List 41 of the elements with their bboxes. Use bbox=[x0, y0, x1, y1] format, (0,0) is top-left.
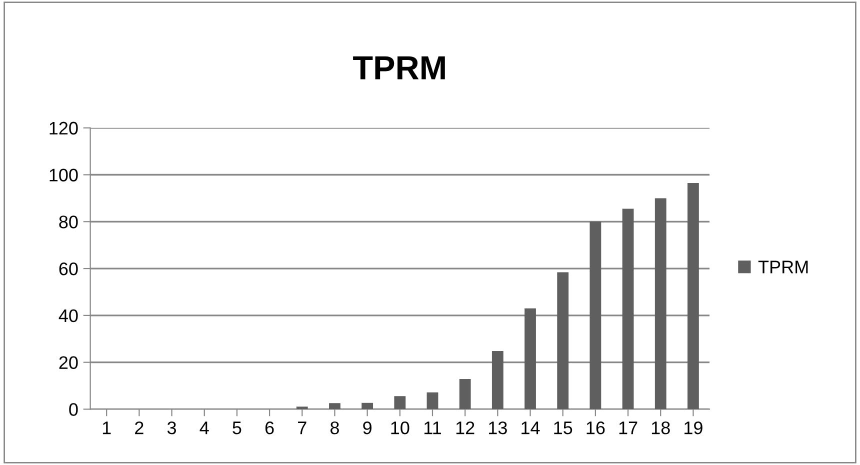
bar bbox=[688, 182, 699, 410]
x-tick-label: 17 bbox=[619, 422, 638, 434]
bar bbox=[557, 272, 569, 410]
legend-label: TPRM bbox=[758, 260, 808, 274]
x-tick-label: 7 bbox=[298, 422, 306, 434]
x-tick-label: 3 bbox=[167, 421, 176, 434]
x-tick-label: 8 bbox=[330, 421, 339, 434]
y-tick-label: 120 bbox=[50, 122, 78, 135]
y-tick-label: 100 bbox=[50, 168, 78, 182]
x-tick-label: 5 bbox=[232, 422, 242, 434]
bar bbox=[590, 222, 602, 410]
x-tick-label: 13 bbox=[489, 421, 507, 434]
x-tick-label: 2 bbox=[135, 421, 144, 434]
bar bbox=[524, 308, 536, 410]
x-tick-label: 9 bbox=[363, 421, 372, 434]
bar bbox=[329, 403, 340, 410]
bar bbox=[654, 198, 666, 410]
x-tick-label: 15 bbox=[554, 422, 572, 434]
x-tick-label: 12 bbox=[456, 421, 474, 434]
bar bbox=[426, 392, 438, 410]
y-tick-label: 40 bbox=[58, 309, 78, 322]
x-tick-label: 1 bbox=[102, 422, 111, 434]
x-tick-label: 11 bbox=[424, 422, 441, 434]
x-tick-label: 18 bbox=[652, 421, 670, 434]
bar bbox=[362, 402, 374, 410]
bar bbox=[622, 208, 634, 410]
bar bbox=[459, 378, 471, 410]
chart-title: TPRM bbox=[353, 56, 445, 80]
bar bbox=[296, 406, 308, 410]
x-tick-label: 4 bbox=[200, 422, 209, 434]
y-tick-label: 60 bbox=[59, 262, 78, 276]
y-tick-label: 80 bbox=[59, 216, 78, 228]
y-tick-label: 0 bbox=[69, 403, 78, 416]
x-tick-label: 14 bbox=[522, 422, 540, 434]
bar bbox=[492, 351, 504, 410]
x-tick-label: 6 bbox=[265, 421, 274, 434]
y-tick-label: 20 bbox=[59, 356, 78, 370]
x-tick-label: 10 bbox=[391, 421, 410, 434]
bar bbox=[394, 396, 406, 410]
x-tick-label: 19 bbox=[684, 421, 702, 434]
x-tick-label: 16 bbox=[586, 421, 605, 434]
